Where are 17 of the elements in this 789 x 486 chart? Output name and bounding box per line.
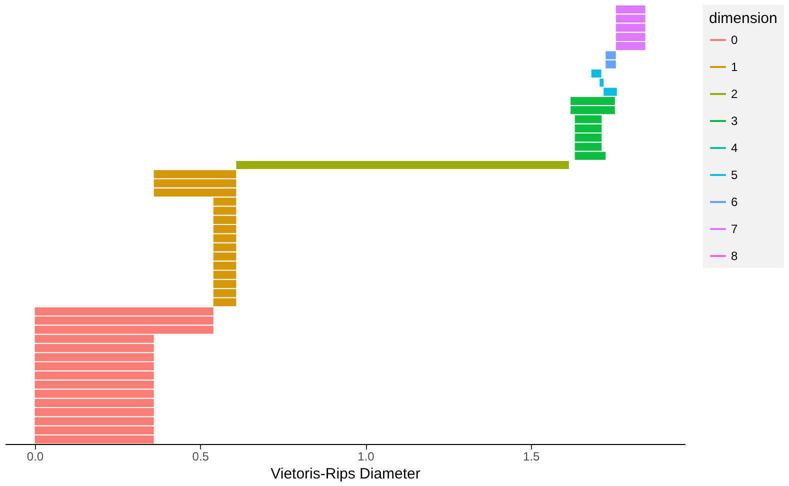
legend-label: 4 xyxy=(731,141,738,155)
legend-label: 1 xyxy=(731,60,738,74)
legend-label: 2 xyxy=(731,87,738,101)
x-tick-label: 1.5 xyxy=(523,450,540,464)
x-axis-title: Vietoris-Rips Diameter xyxy=(270,466,420,482)
bar xyxy=(236,161,569,170)
x-tick-label: 0.0 xyxy=(26,450,44,464)
legend-label: 7 xyxy=(731,222,738,236)
x-tick-label: 0.5 xyxy=(192,450,210,464)
legend-label: 3 xyxy=(731,114,738,128)
legend-label: 0 xyxy=(731,33,738,47)
legend-title: dimension xyxy=(709,10,778,27)
legend-label: 6 xyxy=(731,195,738,209)
legend-label: 5 xyxy=(731,168,738,182)
x-tick-label: 1.0 xyxy=(358,450,375,464)
bar xyxy=(604,88,617,96)
legend-label: 8 xyxy=(731,249,738,263)
